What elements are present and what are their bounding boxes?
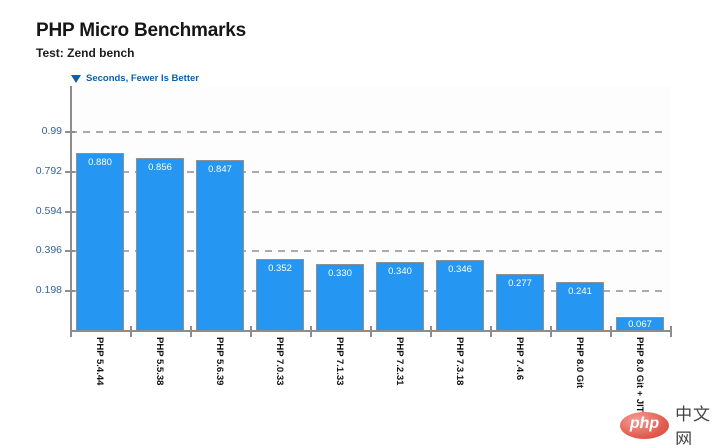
y-axis-tick-label: 0.198 [35,284,62,296]
y-axis-line [70,86,72,332]
x-axis-category-label: PHP 7.1.33 [334,337,345,386]
x-axis-category-label: PHP 7.2.31 [394,337,405,386]
bar-value-label: 0.346 [448,264,472,275]
bar-value-label: 0.352 [268,263,292,274]
bar-value-label: 0.340 [388,266,412,277]
bar: 0.346 [436,260,484,330]
bar: 0.847 [196,160,244,330]
x-axis-tick [190,326,192,337]
y-axis-tick-label: 0.594 [35,205,62,217]
x-axis-tick [550,326,552,337]
chart-subtitle: Test: Zend bench [36,46,135,60]
y-axis-tick-label: 0.99 [41,125,62,137]
x-axis-category-label: PHP 7.3.18 [454,337,465,386]
x-axis-tick [250,326,252,337]
x-axis-tick [430,326,432,337]
gridline [70,131,666,133]
bar: 0.880 [76,153,124,330]
bar-value-label: 0.241 [568,286,592,297]
gridline [70,211,666,213]
bar: 0.241 [556,282,604,330]
php-logo-icon: php [620,411,670,439]
x-axis-tick [610,326,612,337]
x-axis-tick [490,326,492,337]
bar: 0.352 [256,259,304,330]
watermark: php 中文网 [620,400,726,445]
watermark-site-text: 中文网 [675,405,712,445]
gridline [70,290,666,292]
gridline [70,171,666,173]
x-axis-tick [370,326,372,337]
x-axis-category-label: PHP 8.0 Git [574,337,585,389]
legend: Seconds, Fewer Is Better [71,73,199,84]
watermark-php-text: php [629,415,660,432]
y-axis-tick-label: 0.396 [35,244,62,256]
bar: 0.340 [376,262,424,330]
x-axis-category-label: PHP 5.5.38 [154,337,165,386]
legend-label: Seconds, Fewer Is Better [86,73,199,84]
bar-value-label: 0.856 [148,162,172,173]
bar: 0.856 [136,158,184,330]
page-title: PHP Micro Benchmarks [36,20,247,41]
x-axis-category-label: PHP 5.6.39 [214,337,225,386]
bar-value-label: 0.847 [208,164,232,175]
y-axis-tick-label: 0.792 [35,165,62,177]
x-axis-tick [70,326,72,337]
x-axis-tick [670,326,672,337]
bar-value-label: 0.277 [508,278,532,289]
bar: 0.277 [496,274,544,330]
x-axis-category-label: PHP 7.4.6 [514,337,525,381]
x-axis-tick [130,326,132,337]
bar-value-label: 0.880 [88,157,112,168]
bar: 0.067 [616,317,664,330]
down-triangle-icon [71,74,81,83]
bar-value-label: 0.330 [328,268,352,279]
bar-value-label: 0.067 [628,319,652,330]
gridline [70,250,666,252]
x-axis-category-label: PHP 5.4.44 [94,337,105,386]
x-axis-category-label: PHP 7.0.33 [274,337,285,386]
x-axis-tick [310,326,312,337]
x-axis-category-label: PHP 8.0 Git + JIT [634,337,645,413]
bar: 0.330 [316,264,364,330]
